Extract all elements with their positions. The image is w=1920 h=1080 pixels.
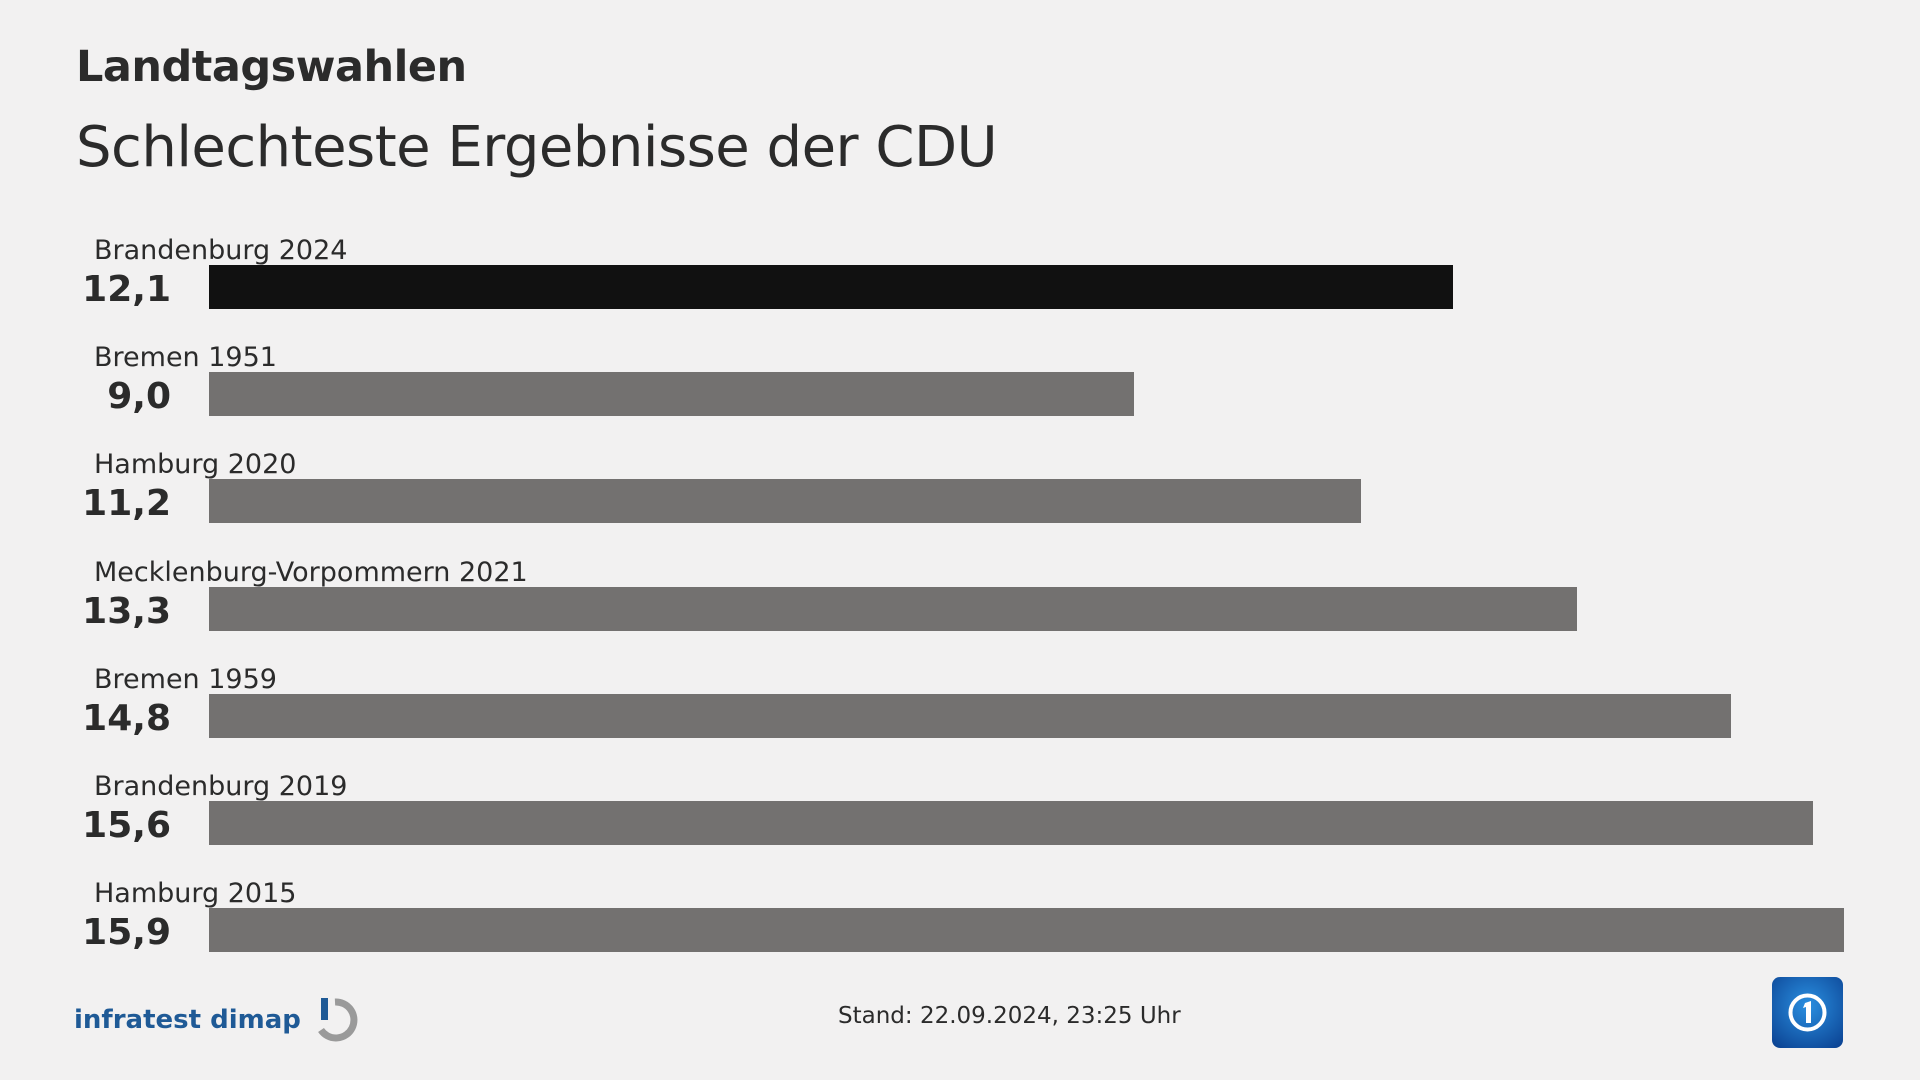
category-label: Hamburg 2020 bbox=[94, 449, 297, 481]
value-label: 14,8 bbox=[82, 697, 171, 739]
bar-row: Brandenburg 2024 12,1 bbox=[0, 235, 1920, 342]
category-label: Brandenburg 2024 bbox=[94, 235, 348, 266]
infratest-dimap-icon bbox=[317, 998, 358, 1042]
chart-title: Schlechteste Ergebnisse der CDU bbox=[76, 115, 998, 180]
bar bbox=[209, 265, 1454, 309]
ard-one-icon bbox=[1788, 993, 1827, 1032]
category-label: Hamburg 2015 bbox=[94, 878, 297, 910]
infratest-dimap-logo: infratest dimap bbox=[74, 996, 359, 1044]
bar bbox=[209, 693, 1731, 738]
value-label: 11,2 bbox=[82, 483, 171, 525]
timestamp: Stand: 22.09.2024, 23:25 Uhr bbox=[838, 1003, 1181, 1029]
bar-row: Bremen 1959 14,8 bbox=[0, 664, 1920, 771]
category-label: Mecklenburg-Vorpommern 2021 bbox=[94, 556, 528, 588]
chart-kicker: Landtagswahlen bbox=[76, 42, 467, 92]
value-label: 13,3 bbox=[82, 590, 171, 632]
ard-logo bbox=[1772, 977, 1843, 1048]
category-label: Brandenburg 2019 bbox=[94, 771, 348, 802]
bar-row: Bremen 1951 9,0 bbox=[0, 342, 1920, 449]
bar-row: Mecklenburg-Vorpommern 2021 13,3 bbox=[0, 557, 1920, 664]
bar-row: Brandenburg 2019 15,6 bbox=[0, 771, 1920, 878]
value-label: 9,0 bbox=[107, 376, 171, 418]
category-label: Bremen 1959 bbox=[94, 663, 277, 695]
bar bbox=[209, 801, 1814, 845]
bar-row: Hamburg 2020 11,2 bbox=[0, 449, 1920, 556]
value-label: 12,1 bbox=[82, 269, 171, 310]
category-label: Bremen 1951 bbox=[94, 342, 277, 374]
value-label: 15,9 bbox=[82, 912, 171, 954]
bar bbox=[209, 586, 1577, 631]
value-label: 15,6 bbox=[82, 805, 171, 846]
bar bbox=[209, 372, 1135, 417]
bar bbox=[209, 479, 1361, 524]
bar bbox=[209, 908, 1844, 953]
bar-row: Hamburg 2015 15,9 bbox=[0, 878, 1920, 985]
